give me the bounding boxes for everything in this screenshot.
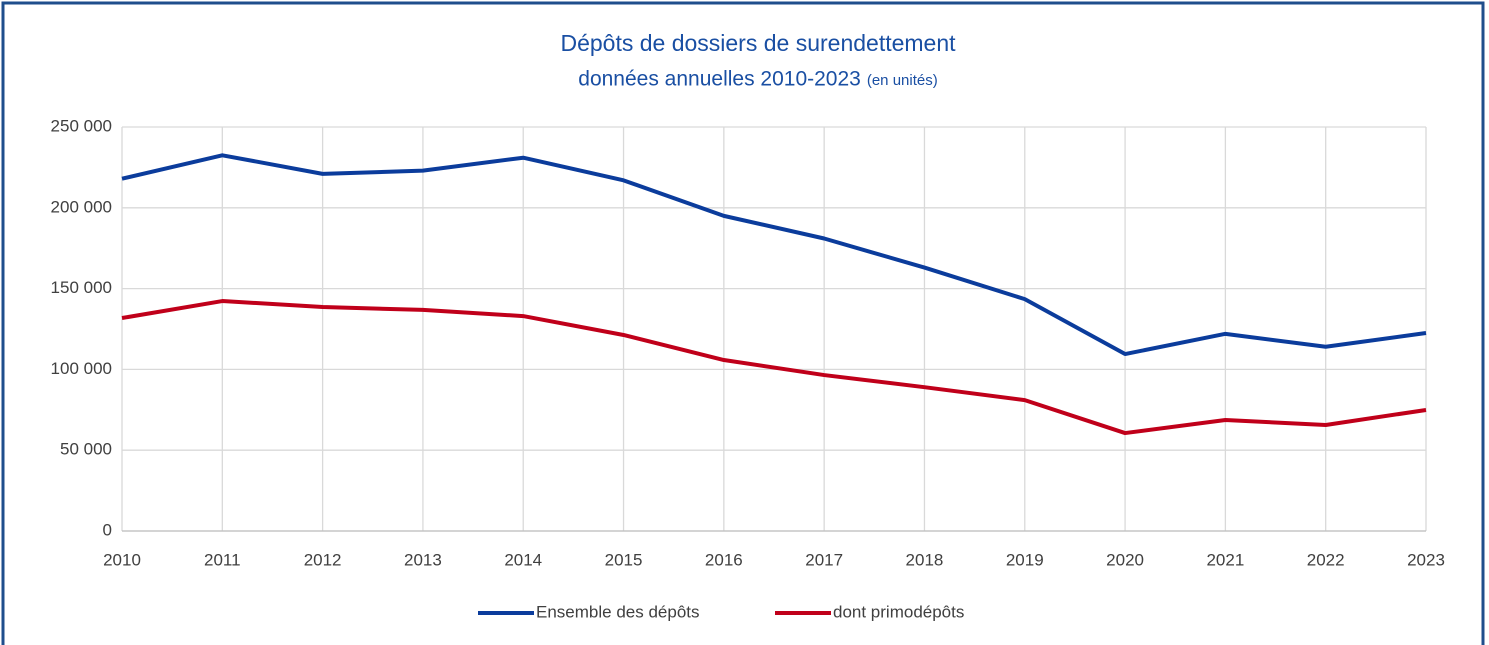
x-tick-label: 2017 [805,550,843,569]
x-tick-label: 2012 [304,550,342,569]
chart-title: Dépôts de dossiers de surendettement [560,30,956,56]
x-tick-label: 2015 [605,550,643,569]
legend-label: Ensemble des dépôts [536,602,700,621]
x-tick-label: 2013 [404,550,442,569]
y-tick-label: 50 000 [60,440,112,459]
y-tick-label: 100 000 [51,359,112,378]
x-tick-label: 2018 [906,550,944,569]
x-tick-label: 2011 [204,550,241,569]
series-line [121,153,1427,357]
x-tick-label: 2010 [103,550,141,569]
chart-subtitle: données annuelles 2010-2023 [578,68,861,91]
x-tick-label: 2014 [504,550,542,569]
y-tick-label: 150 000 [51,278,112,297]
x-tick-label: 2023 [1407,550,1445,569]
y-tick-label: 0 [103,520,112,539]
y-tick-label: 250 000 [51,116,112,135]
legend-label: dont primodépôts [833,602,964,621]
x-tick-label: 2021 [1206,550,1244,569]
y-tick-label: 200 000 [51,197,112,216]
unit-note: (en unités) [867,72,938,89]
series-line [121,299,1427,436]
x-tick-label: 2016 [705,550,743,569]
x-tick-label: 2019 [1006,550,1044,569]
x-tick-label: 2020 [1106,550,1144,569]
x-tick-label: 2022 [1307,550,1345,569]
